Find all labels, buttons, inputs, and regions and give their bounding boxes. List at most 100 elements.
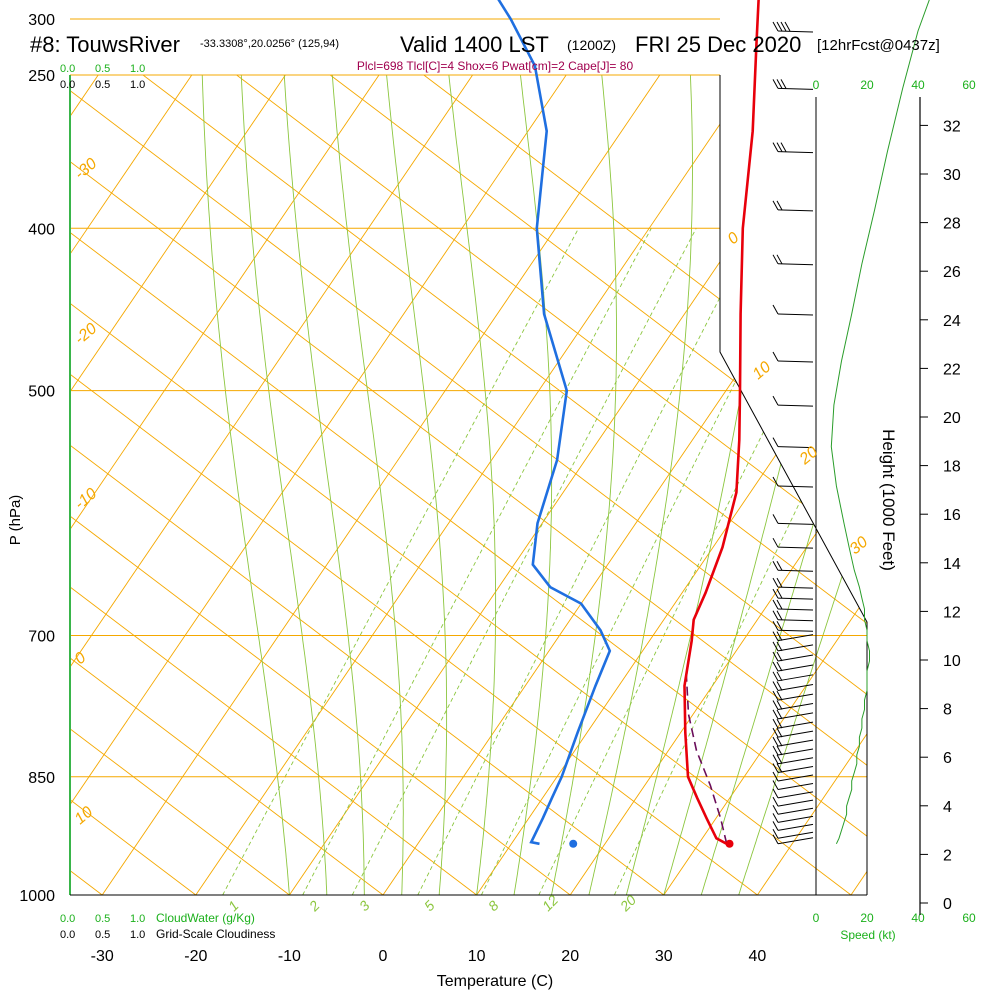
wind-barb xyxy=(772,21,814,33)
wind-barb-staff xyxy=(777,799,814,807)
wind-barb-flag xyxy=(776,610,783,620)
wind-barb-staff xyxy=(777,485,814,488)
dry-adiabat-line xyxy=(70,75,571,895)
pressure-tick-label: 500 xyxy=(28,384,55,401)
cloudiness-scale-bottom-0: 0.0 xyxy=(60,929,75,941)
axes: #8: TouwsRiver -33.3308°,20.0256° (125,9… xyxy=(7,12,976,990)
height-tick-label: 32 xyxy=(943,118,961,135)
isotherm-line xyxy=(70,75,567,895)
wind-barb xyxy=(772,304,814,316)
mixing-ratio-label: 8 xyxy=(485,897,502,914)
wind-barb-flag xyxy=(776,718,783,729)
wind-barb xyxy=(772,727,814,738)
wind-barb-flag xyxy=(776,763,783,773)
moist-adiabat-line xyxy=(277,75,365,895)
pressure-tick-label: 1000 xyxy=(19,888,55,905)
wind-barb xyxy=(772,829,814,839)
temperature-tick-label: 30 xyxy=(655,948,673,965)
dry-adiabat-line xyxy=(423,75,867,895)
wind-barb xyxy=(772,700,814,711)
moist-adiabat-line xyxy=(738,75,867,895)
wind-barb xyxy=(772,661,814,672)
isotherm-line xyxy=(850,75,867,895)
speed-tick-top-1: 20 xyxy=(860,78,874,92)
pressure-tick-label: 300 xyxy=(28,12,55,29)
wind-barb xyxy=(772,709,814,720)
wind-barb xyxy=(772,142,814,154)
isotherm-line xyxy=(70,75,380,895)
wind-barb-flag xyxy=(776,745,783,756)
speed-tick-bottom-2: 40 xyxy=(911,911,925,925)
cloudiness-scale-2: 1.0 xyxy=(130,79,145,91)
cloudwater-scale-bottom-0: 0.0 xyxy=(60,913,75,925)
temperature-tick-label: 20 xyxy=(561,948,579,965)
wind-barb-staff xyxy=(777,791,814,799)
wind-barb-flag xyxy=(780,142,787,152)
isotherm-line xyxy=(70,75,473,895)
isotherm-line xyxy=(70,75,286,895)
mixing-ratio-line xyxy=(417,228,756,895)
height-tick-label: 18 xyxy=(943,459,961,476)
wind-barb xyxy=(772,79,814,90)
wind-barb xyxy=(772,834,814,845)
stability-indices: Plcl=698 Tlcl[C]=4 Shox=6 Pwat[cm]=2 Cap… xyxy=(357,59,634,73)
wind-barb-staff xyxy=(777,674,814,682)
isotherm-line xyxy=(195,75,754,895)
wind-barb xyxy=(772,821,814,831)
dry-adiabat-line xyxy=(70,75,477,895)
surface-dewpoint-dot xyxy=(569,839,578,848)
temperature-tick-label: 0 xyxy=(379,948,388,965)
wind-barb-flag xyxy=(772,671,779,682)
pressure-tick-label: 700 xyxy=(28,628,55,645)
isotherm-label: 10 xyxy=(72,804,97,829)
wind-barb-flag xyxy=(772,700,779,710)
wind-barb xyxy=(772,651,814,662)
wind-barb-flag xyxy=(772,834,779,845)
wind-barb xyxy=(772,805,814,815)
wind-barb-flag xyxy=(772,661,779,672)
wind-barb-flag xyxy=(784,21,791,32)
cloudiness-scale-bottom-1: 0.5 xyxy=(95,929,110,941)
dry-adiabat-line xyxy=(70,75,758,895)
isotherm-label: -30 xyxy=(72,155,101,183)
wind-barb-flag xyxy=(776,754,783,765)
wind-barb xyxy=(772,813,814,823)
speed-tick-top-0: 0 xyxy=(813,78,820,92)
wind-barb-flag xyxy=(776,690,783,701)
mixing-ratio-line xyxy=(351,228,697,895)
wind-barb-flag xyxy=(772,718,779,729)
wind-barb-flag xyxy=(776,621,783,631)
wind-barb xyxy=(772,690,814,701)
wind-barb-staff xyxy=(777,703,814,711)
wind-barb-flag xyxy=(772,476,779,487)
wind-barb xyxy=(772,437,814,449)
wind-barb-flag xyxy=(772,437,779,447)
wind-barb-flag xyxy=(776,631,783,641)
wind-barb-flag xyxy=(776,142,783,152)
isotherm-label: -10 xyxy=(72,485,101,513)
wind-barb-flag xyxy=(780,21,787,32)
wind-barb-flag xyxy=(772,763,779,773)
wind-barb-flag xyxy=(772,304,779,315)
moist-adiabat-line xyxy=(588,75,693,895)
wind-barb xyxy=(772,745,814,756)
wind-barb-flag xyxy=(772,599,779,610)
wind-barb-staff xyxy=(777,30,814,33)
dry-adiabat-line xyxy=(142,75,867,895)
moist-adiabat-line xyxy=(372,75,448,895)
wind-barb xyxy=(772,254,814,266)
wind-barb-flag xyxy=(776,681,783,691)
wind-barb-flag xyxy=(776,736,783,747)
wind-barb-flag xyxy=(776,561,783,571)
mixing-ratio-label: 5 xyxy=(421,897,438,914)
speed-tick-bottom-1: 20 xyxy=(860,911,874,925)
wind-barb-staff xyxy=(777,619,814,622)
wind-barb-flag xyxy=(780,79,787,89)
isotherm-line xyxy=(0,75,5,895)
moist-adiabat-line xyxy=(237,75,328,895)
wind-barb-staff xyxy=(777,664,814,672)
wind-barb-flag xyxy=(772,681,779,691)
wind-barb xyxy=(772,621,814,632)
dry-adiabat-line xyxy=(70,75,384,895)
grid-cloudiness-label: Grid-Scale Cloudiness xyxy=(156,927,275,941)
